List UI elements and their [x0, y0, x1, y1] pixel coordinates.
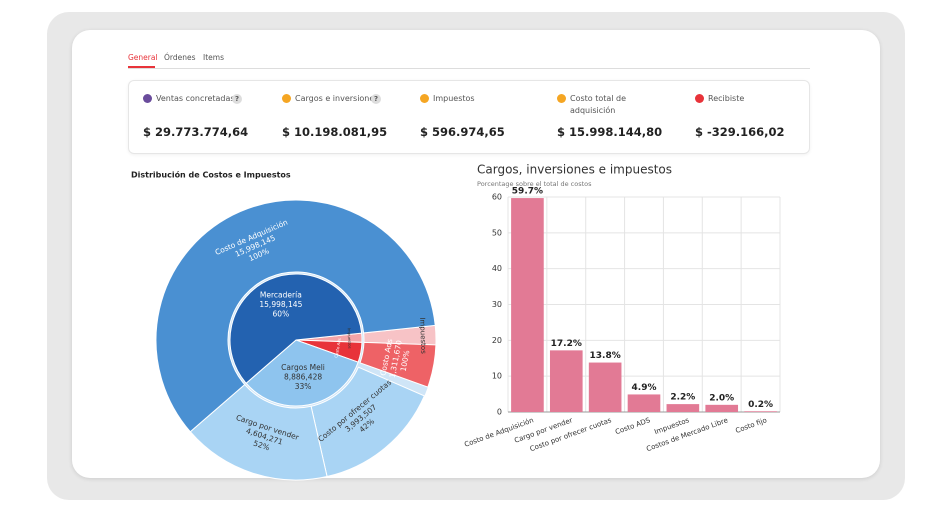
- y-tick-label: 0: [497, 408, 502, 417]
- segment-label: Impuestos: [418, 317, 427, 354]
- bar: [588, 362, 622, 412]
- y-tick-label: 60: [492, 193, 502, 202]
- sunburst-title: Distribución de Costos e Impuestos: [131, 170, 291, 180]
- value-label: 59.7%: [512, 187, 543, 197]
- y-tick-label: 30: [492, 300, 502, 309]
- bar: [666, 404, 700, 412]
- segment-name: Mercadería: [260, 291, 302, 300]
- value-label: 4.9%: [632, 383, 657, 393]
- value-label: 2.2%: [670, 393, 695, 403]
- bar: [549, 350, 583, 412]
- value-label: 2.0%: [709, 393, 734, 403]
- kpi-label: Impuestos: [433, 94, 475, 103]
- kpi-label: Cargos e inversiones: [295, 94, 379, 103]
- help-icon[interactable]: ?: [371, 94, 381, 104]
- y-tick-label: 40: [492, 264, 502, 273]
- bar: [744, 411, 777, 412]
- kpi-dot: [282, 94, 291, 103]
- tab[interactable]: Órdenes: [164, 53, 196, 62]
- segment-value_label: 8,886,428: [284, 372, 322, 381]
- segment-name: Impuestos: [347, 328, 353, 349]
- bar: [627, 394, 661, 412]
- value-label: 13.8%: [590, 351, 621, 361]
- tab-divider: [128, 68, 810, 69]
- kpi-value: $ -329.166,02: [695, 125, 785, 139]
- outer-segment: [155, 199, 436, 433]
- bar-subtitle: Porcentage sobre el total de costos: [477, 180, 592, 188]
- inner-segment: [245, 339, 359, 407]
- segment-label: Costo Ads: [333, 338, 342, 358]
- bar: [705, 404, 739, 412]
- segment-name: Costo Ads: [333, 338, 342, 358]
- kpi-value: $ 29.773.774,64: [143, 125, 249, 139]
- segment-name: Impuestos: [418, 317, 427, 354]
- tab[interactable]: General: [128, 53, 158, 62]
- segment-pct: 33%: [295, 382, 312, 391]
- kpi-dot: [143, 94, 152, 103]
- segment-value_label: 15,998,145: [259, 300, 302, 309]
- kpi-value: $ 10.198.081,95: [282, 125, 388, 139]
- kpi-label: Costo total de adquisición: [570, 94, 627, 115]
- x-tick-label: Costo ADS: [614, 416, 652, 436]
- tab-underline: [128, 66, 155, 68]
- segment-label: Impuestos: [347, 328, 353, 349]
- segment-name: Cargos Meli: [281, 363, 325, 372]
- kpi-dot: [557, 94, 566, 103]
- y-tick-label: 50: [492, 228, 502, 237]
- value-label: 17.2%: [551, 339, 582, 349]
- value-label: 0.2%: [748, 400, 773, 410]
- y-tick-label: 10: [492, 372, 502, 381]
- outer-segment: [189, 383, 328, 481]
- bar-title: Cargos, inversiones e impuestos: [477, 163, 672, 177]
- kpi-label: Recibiste: [708, 94, 745, 103]
- segment-pct: 60%: [273, 310, 290, 319]
- kpi-box: [128, 80, 810, 154]
- kpi-dot: [695, 94, 704, 103]
- y-tick-label: 20: [492, 336, 502, 345]
- kpi-label: Ventas concretadas: [156, 94, 235, 103]
- inner-segment: [229, 273, 363, 384]
- bar: [511, 198, 544, 412]
- outer-segment: [359, 341, 437, 388]
- kpi-dot: [420, 94, 429, 103]
- help-icon[interactable]: ?: [232, 94, 242, 104]
- kpi-value: $ 15.998.144,80: [557, 125, 663, 139]
- segment-pct: 100%: [399, 349, 412, 372]
- tab[interactable]: Items: [203, 53, 224, 62]
- kpi-value: $ 596.974,65: [420, 125, 505, 139]
- x-tick-label: Costo fijo: [734, 416, 767, 435]
